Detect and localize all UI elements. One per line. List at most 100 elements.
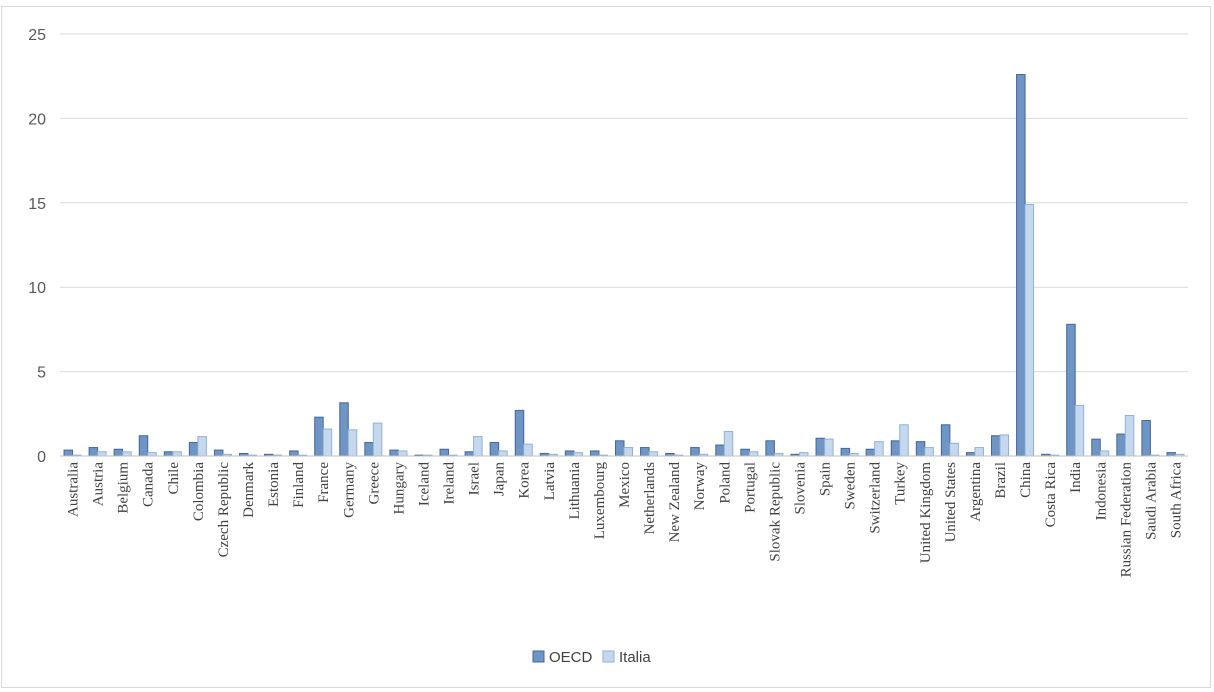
bar-oecd-hungary	[389, 449, 399, 457]
y-tick-label: 5	[37, 365, 46, 382]
bar-oecd-czech-republic	[213, 449, 224, 457]
bar-italia-russian-federation	[1124, 414, 1135, 457]
bar-italia-turkey	[899, 424, 909, 457]
bar-italia-germany	[347, 429, 358, 457]
bar-oecd-spain	[815, 437, 826, 457]
x-tick-label: Estonia	[266, 462, 282, 507]
bar-italia-united-states	[949, 442, 959, 457]
x-tick-label: Australia	[66, 462, 82, 517]
x-tick-label: Saudi Arabia	[1143, 462, 1159, 540]
bar-oecd-turkey	[890, 440, 901, 457]
bar-oecd-saudi-arabia	[1141, 420, 1151, 457]
y-tick-label: 0	[37, 449, 46, 466]
x-tick-label: Germany	[341, 462, 357, 518]
bar-italia-slovenia	[798, 452, 809, 457]
x-tick-label: Ireland	[442, 462, 458, 505]
bar-oecd-south-africa	[1166, 452, 1176, 457]
y-axis-ticks: 0 5 10 15 20 25	[28, 27, 46, 466]
bar-oecd-indonesia	[1091, 438, 1101, 457]
bar-italia-japan	[498, 450, 508, 457]
bar-italia-switzerland	[874, 441, 884, 457]
bar-italia-spain	[824, 438, 834, 457]
x-tick-label: Russian Federation	[1118, 462, 1134, 578]
bar-oecd-china	[1016, 74, 1026, 457]
bar-oecd-australia	[63, 449, 74, 457]
legend-label-oecd: OECD	[549, 649, 593, 666]
y-tick-label: 10	[28, 280, 46, 297]
bar-oecd-portugal	[740, 448, 750, 457]
bar-italia-greece	[372, 422, 383, 457]
bar-oecd-finland	[289, 450, 299, 457]
bar-italia-colombia	[197, 436, 207, 457]
bar-oecd-netherlands	[640, 447, 650, 457]
x-tick-label: Slovenia	[792, 462, 808, 515]
bar-italia-poland	[723, 431, 734, 457]
bar-oecd-chile	[163, 451, 174, 457]
legend-swatch-italia	[602, 650, 615, 663]
bar-italia-hungary	[397, 450, 408, 457]
bar-italia-argentina	[974, 447, 984, 457]
x-axis-ticks: Australia Austria Belgium Canada Chile Colomb…	[66, 462, 1185, 578]
x-tick-label: Hungary	[391, 462, 407, 515]
x-tick-label: Czech Republic	[216, 462, 232, 558]
bar-italia-china	[1024, 203, 1035, 457]
x-tick-label: Korea	[517, 462, 533, 499]
bar-oecd-united-states	[940, 424, 951, 457]
bar-italia-france	[322, 428, 333, 457]
x-tick-label: Denmark	[241, 462, 257, 518]
x-tick-label: France	[316, 462, 332, 503]
bar-oecd-korea	[514, 409, 525, 457]
bar-oecd-germany	[339, 402, 349, 457]
bar-oecd-ireland	[439, 448, 450, 457]
x-tick-label: Canada	[141, 462, 157, 507]
x-tick-label: New Zealand	[667, 462, 683, 543]
x-tick-label: Latvia	[542, 462, 558, 501]
x-tick-label: Israel	[467, 462, 483, 495]
bar-italia-united-kingdom	[924, 447, 934, 457]
x-tick-label: China	[1018, 462, 1034, 498]
legend-swatch-oecd	[532, 650, 545, 663]
x-tick-label: Luxembourg	[592, 462, 608, 540]
bar-oecd-brazil	[991, 435, 1001, 457]
bar-italia-israel	[473, 436, 483, 457]
bar-italia-chile	[172, 451, 182, 457]
x-tick-label: Mexico	[617, 462, 633, 508]
x-tick-label: Iceland	[416, 462, 432, 507]
x-tick-label: Switzerland	[868, 462, 884, 534]
x-tick-label: Turkey	[893, 462, 909, 505]
x-tick-label: Costa Rica	[1043, 462, 1059, 528]
bar-oecd-norway	[690, 447, 700, 457]
x-tick-label: Portugal	[742, 462, 758, 513]
legend: OECD Italia	[532, 649, 651, 666]
bar-italia-belgium	[122, 451, 132, 457]
bar-oecd-argentina	[965, 452, 976, 457]
bar-oecd-canada	[138, 435, 149, 457]
bar-italia-portugal	[748, 451, 759, 457]
bar-italia-canada	[147, 452, 157, 457]
x-tick-label: Chile	[166, 462, 182, 495]
bar-italia-netherlands	[648, 451, 659, 457]
y-tick-label: 15	[28, 196, 46, 213]
x-tick-label: Slovak Republic	[767, 462, 783, 562]
bar-oecd-luxembourg	[589, 450, 600, 457]
x-tick-label: India	[1068, 462, 1084, 493]
bar-italia-lithuania	[573, 452, 583, 457]
x-tick-label: Sweden	[843, 462, 859, 510]
bar-oecd-poland	[715, 444, 725, 457]
bar-oecd-israel	[464, 451, 475, 457]
x-tick-label: Brazil	[993, 462, 1009, 499]
x-tick-label: South Africa	[1168, 462, 1184, 539]
legend-label-italia: Italia	[619, 649, 651, 666]
bar-oecd-france	[314, 416, 324, 457]
bar-italia-mexico	[623, 447, 633, 457]
bar-oecd-austria	[88, 447, 99, 457]
bar-italia-brazil	[999, 434, 1009, 457]
x-tick-label: Indonesia	[1093, 462, 1109, 521]
bar-oecd-sweden	[840, 447, 851, 457]
bars	[63, 74, 1185, 457]
x-tick-label: Japan	[492, 462, 508, 497]
x-tick-label: Spain	[818, 462, 834, 497]
bar-oecd-mexico	[615, 440, 625, 457]
bar-oecd-colombia	[188, 441, 199, 457]
